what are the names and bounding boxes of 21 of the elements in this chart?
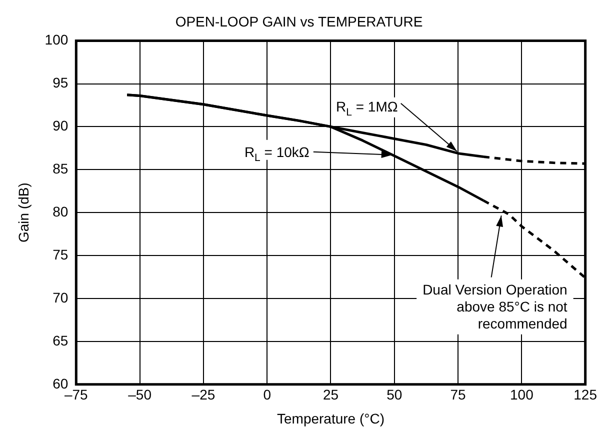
x-tick-label: 75 [450,386,466,403]
chart-title: OPEN-LOOP GAIN vs TEMPERATURE [175,13,423,30]
x-tick-label: 25 [322,386,339,403]
y-tick-label: 70 [52,289,68,306]
y-tick-label: 100 [44,32,68,48]
x-tick-label: 50 [386,386,402,403]
y-tick-label: 90 [52,118,68,134]
x-axis-title: Temperature (°C) [276,410,384,426]
x-tick-label: 0 [263,386,272,403]
y-tick-label: 85 [52,160,68,177]
x-tick-label: –25 [192,386,216,403]
x-tick-label: 100 [510,386,534,403]
annotation: Dual Version Operation above 85°C is not recommended [422,281,568,332]
y-tick-label: 75 [52,246,68,262]
x-tick-label: 125 [574,386,598,403]
x-tick-label: –50 [128,386,152,403]
y-axis-title: Gain (dB) [15,182,32,243]
y-tick-label: 60 [52,375,68,392]
y-tick-label: 80 [52,203,68,220]
y-tick-label: 95 [52,74,68,91]
y-tick-label: 65 [52,332,68,348]
